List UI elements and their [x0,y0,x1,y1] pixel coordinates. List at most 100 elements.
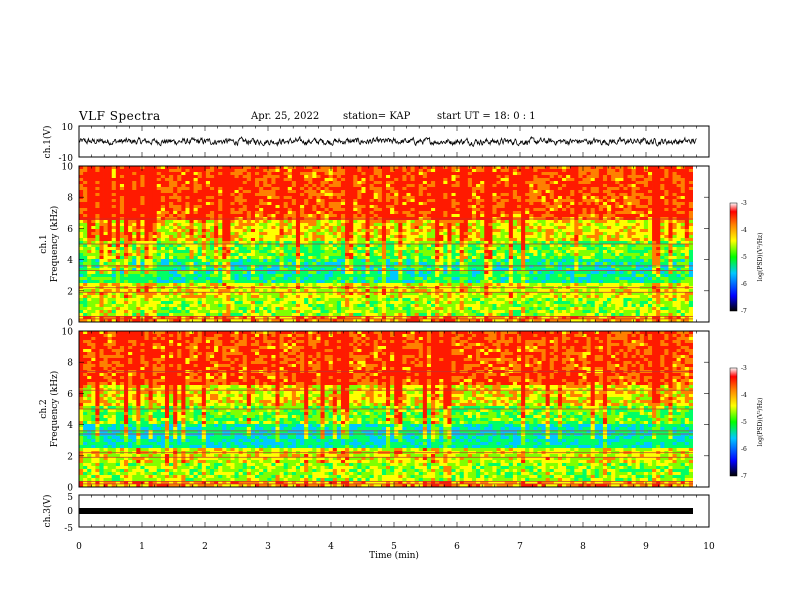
spectrogram-cell [283,256,289,260]
spectrogram-cell [250,253,256,257]
spectrogram-cell [635,166,641,170]
spectrogram-cell [148,214,153,218]
spectrogram-cell [361,253,366,257]
spectrogram-cell [144,259,149,263]
spectrogram-cell [521,220,526,224]
spectrogram-cell [283,223,289,227]
spectrogram-cell [664,256,669,260]
spectrogram-cell [562,250,567,254]
spectrogram-cell [602,220,608,224]
spectrogram-cell [365,250,370,254]
spectrogram-cell [197,184,203,188]
spectrogram-cell [652,214,657,218]
spectrogram-cell [635,193,641,197]
spectrogram-cell [410,250,415,254]
spectrogram-cell [361,250,366,254]
spectrogram-cell [140,208,145,212]
spectrogram-cell [144,244,149,248]
spectrogram-cell [443,259,448,263]
spectrogram-cell [365,187,370,191]
spectrogram-cell [304,187,309,191]
spectrogram-cell [578,169,583,173]
spectrogram-cell [193,232,198,236]
spectrogram-cell [480,172,485,176]
spectrogram-cell [287,259,293,263]
spectrogram-cell [259,208,264,212]
spectrogram-cell [562,241,567,245]
spectrogram-cell [181,205,186,209]
spectrogram-cell [586,220,591,224]
spectrogram-cell [173,250,178,254]
spectrogram-cell [476,223,481,227]
spectrogram-cell [177,205,182,209]
spectrogram-cell [246,196,252,200]
spectrogram-cell [672,175,677,179]
ch1-ytick-top: 10 [62,123,74,133]
spectrogram-cell [103,256,108,260]
spectrogram-cell [95,220,100,224]
spectrogram-cell [574,241,579,245]
spectrogram-cell [516,181,522,185]
spectrogram-cell [615,208,620,212]
spectrogram-cell [144,187,149,191]
spectrogram-cell [111,229,117,233]
spectrogram-cell [169,208,174,212]
spectrogram-cell [480,187,485,191]
spectrogram-cell [246,232,252,236]
spectrogram-cell [615,214,620,218]
spectrogram-cell [222,247,227,251]
spectrogram-cell [128,199,133,203]
spectrogram-cell [443,214,448,218]
spectrogram-cell [128,181,133,185]
spectrogram-cell [394,244,399,248]
spectrogram-cell [386,244,391,248]
spectrogram-cell [484,250,489,254]
spectrogram-cell [463,244,469,248]
spectrogram-cell [185,175,190,179]
spectrogram-cell [627,259,632,263]
spectrogram-cell [455,259,460,263]
spectrogram-cell [369,247,375,251]
spectrogram-cell [611,187,616,191]
spectrogram-cell [259,175,264,179]
spectrogram-cell [340,205,346,209]
spectrogram-cell [156,247,162,251]
spectrogram-cell [328,184,334,188]
spectrogram-cell [496,244,501,248]
spectrogram-cell [512,202,518,206]
spectrogram-cell [361,232,366,236]
spectrogram-cell [426,208,432,212]
spectrogram-cell [643,253,649,257]
spectrogram-cell [234,250,239,254]
spectrogram-cell [439,172,444,176]
spectrogram-cell [541,175,546,179]
spectrogram-cell [271,226,276,230]
spectrogram-cell [410,226,415,230]
spectrogram-cell [238,199,244,203]
spectrogram-cell [300,202,305,206]
spectrogram-cell [279,256,284,260]
spectrogram-cell [357,214,362,218]
spectrogram-cell [250,199,256,203]
spectrogram-cell [357,259,362,263]
spectrogram-cell [287,190,293,194]
spectrogram-cell [484,190,489,194]
spectrogram-cell [406,178,411,182]
spectrogram-cell [115,184,121,188]
spectrogram-cell [426,244,432,248]
spectrogram-cell [287,256,293,260]
spectrogram-cell [623,229,628,233]
spectrogram-cell [316,250,321,254]
spectrogram-cell [291,199,297,203]
spectrogram-cell [394,253,399,257]
spectrogram-cell [218,169,223,173]
spectrogram-cell [676,220,682,224]
spectrogram-cell [615,229,620,233]
spectrogram-cell [369,187,375,191]
spectrogram-cell [107,187,113,191]
spectrogram-cell [647,202,653,206]
spectrogram-cell [328,181,334,185]
spectrogram-cell [643,184,649,188]
spectrogram-cell [598,175,604,179]
spectrogram-cell [111,211,117,215]
